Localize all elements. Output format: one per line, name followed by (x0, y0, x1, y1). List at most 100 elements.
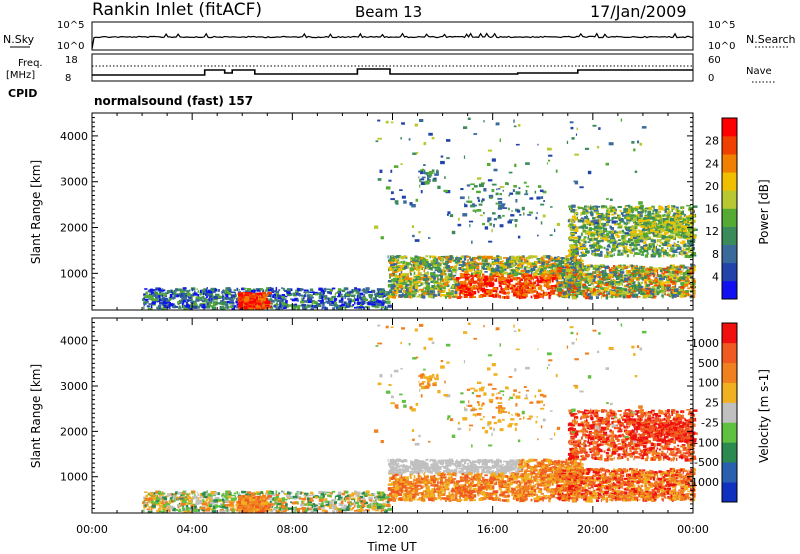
power-echo (517, 259, 520, 262)
power-echo (636, 276, 641, 279)
power-echo (503, 265, 508, 269)
power-echo (448, 269, 451, 273)
power-echo (692, 279, 695, 282)
power-echo (509, 260, 515, 263)
power-echo (508, 264, 513, 268)
power-echo (580, 251, 583, 254)
power-echo (615, 283, 618, 286)
power-echo (161, 297, 164, 301)
power-echo (588, 293, 593, 296)
power-echo (237, 305, 243, 309)
power-echo (457, 295, 463, 298)
power-echo (418, 288, 424, 291)
power-echo (615, 277, 618, 280)
power-echo (557, 291, 563, 294)
power-echo (400, 270, 403, 274)
power-echo (268, 288, 272, 292)
power-echo (534, 275, 538, 279)
power-echo (636, 264, 638, 268)
power-echo (281, 287, 283, 290)
power-echo (314, 293, 319, 296)
power-echo (531, 268, 536, 271)
power-echo (157, 304, 162, 308)
power-echo (300, 288, 302, 292)
power-echo (245, 295, 249, 299)
power-echo (644, 254, 649, 258)
power-echo (482, 278, 488, 281)
power-echo (354, 287, 357, 290)
power-echo (236, 297, 238, 302)
power-echo (154, 298, 159, 301)
power-echo (182, 287, 186, 290)
power-echo (678, 276, 683, 279)
power-echo (588, 296, 593, 300)
power-echo (609, 285, 613, 288)
power-echo (666, 287, 669, 291)
power-echo (167, 304, 170, 307)
power-echo (578, 226, 582, 229)
power-echo (415, 262, 420, 266)
power-echo (355, 289, 358, 292)
power-echo (303, 300, 308, 303)
power-echo (604, 287, 609, 291)
power-echo (173, 295, 175, 299)
power-echo (253, 307, 255, 310)
power-echo (284, 289, 288, 292)
power-echo (487, 278, 492, 282)
power-echo (144, 294, 149, 298)
power-echo (421, 268, 423, 270)
power-echo (528, 269, 534, 272)
power-echo (636, 288, 640, 292)
power-echo (149, 289, 154, 292)
power-echo (540, 268, 544, 271)
power-echo (319, 295, 324, 299)
cpid-text: normalsound (fast) 157 (94, 94, 253, 108)
power-echo (597, 284, 600, 286)
power-echo (397, 259, 400, 262)
power-echo (516, 285, 521, 288)
power-echo (615, 281, 621, 284)
power-echo (631, 281, 636, 285)
power-echo (221, 291, 223, 294)
power-echo (571, 260, 574, 263)
power-echo (624, 236, 627, 239)
power-echo (681, 232, 685, 236)
power-echo (201, 299, 206, 302)
power-echo (630, 292, 633, 295)
power-echo (163, 297, 165, 301)
power-echo (668, 277, 671, 280)
power-echo (570, 275, 574, 279)
power-echo (347, 298, 351, 301)
power-echo (398, 268, 403, 272)
power-echo (402, 267, 406, 270)
power-echo (582, 266, 585, 271)
power-echo (682, 248, 685, 252)
power-echo (471, 296, 476, 298)
power-echo (556, 268, 559, 272)
power-echo (561, 257, 566, 260)
power-echo (403, 275, 407, 278)
power-echo (207, 290, 213, 294)
power-echo (396, 255, 401, 259)
power-echo (600, 267, 602, 270)
power-echo (670, 274, 676, 278)
power-echo (491, 290, 493, 294)
power-echo (401, 281, 407, 286)
power-echo (471, 279, 475, 282)
power-echo (602, 290, 605, 292)
power-echo (459, 272, 463, 275)
power-echo (422, 291, 428, 295)
power-echo (546, 279, 552, 281)
power-echo (617, 274, 623, 278)
power-echo (360, 303, 364, 308)
power-echo (566, 294, 572, 297)
power-echo (210, 287, 215, 292)
power-echo (555, 263, 560, 266)
power-echo (664, 206, 669, 208)
power-echo (617, 276, 619, 280)
power-echo (586, 264, 591, 267)
power-echo (414, 288, 418, 292)
power-echo (282, 304, 286, 307)
power-echo (501, 277, 507, 281)
power-echo (367, 301, 371, 306)
